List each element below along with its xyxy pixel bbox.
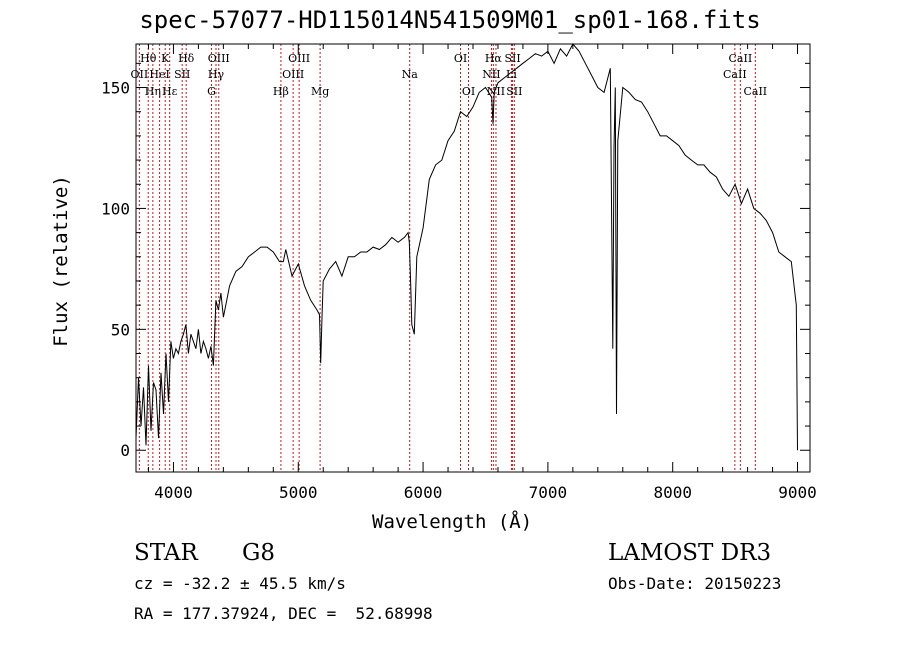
line-label-7: SII [174, 68, 190, 81]
x-axis-label: Wavelength (Å) [372, 511, 533, 533]
spectrum-line [135, 43, 798, 451]
x-tick-label: 9000 [778, 483, 817, 502]
x-tick-label: 8000 [653, 483, 692, 502]
x-tick-label: 5000 [279, 483, 318, 502]
line-label-16: OI [454, 52, 467, 65]
line-label-2: Hη [145, 85, 161, 98]
line-label-23: SII [506, 85, 522, 98]
line-label-10: G [207, 85, 216, 98]
y-tick-label: 100 [101, 199, 130, 218]
line-label-22: Li [506, 68, 517, 81]
line-label-0: Hθ [140, 52, 157, 65]
line-label-19: NII [482, 68, 500, 81]
y-tick-label: 0 [120, 441, 130, 460]
x-tick-label: 7000 [529, 483, 568, 502]
line-label-12: OIII [288, 52, 310, 65]
axis-ticks: 4000 5000 6000 7000 8000 9000 0 50 100 150 [101, 44, 817, 502]
line-label-5: Hε [162, 85, 178, 98]
y-tick-label: 150 [101, 79, 130, 98]
line-label-21: SII [504, 52, 520, 65]
line-label-1: OII [131, 68, 149, 81]
line-label-25: CaII [723, 68, 747, 81]
line-label-11: Hβ [273, 85, 289, 98]
spectral-line-labels: Hθ OII Hη K HeI Hε Hδ SII OIII Hγ G Hβ OIII OIII Mg Na O… [131, 52, 768, 98]
line-label-20: NII [487, 85, 505, 98]
line-label-6: Hδ [178, 52, 195, 65]
chart-title: spec-57077-HD115014N541509M01_sp01-168.f… [139, 6, 761, 34]
redshift-text: cz = -32.2 ± 45.5 km/s [134, 574, 346, 593]
line-label-24: CaII [729, 52, 753, 65]
line-label-15: Na [402, 68, 419, 81]
line-label-4: HeI [149, 68, 169, 81]
line-label-13: OIII [282, 68, 304, 81]
line-label-9: Hγ [208, 68, 225, 81]
line-label-17: OI [462, 85, 475, 98]
x-tick-label: 4000 [154, 483, 193, 502]
plot-frame [135, 43, 811, 473]
y-axis-label: Flux (relative) [50, 175, 72, 347]
line-label-3: K [161, 52, 170, 65]
spectral-line-markers [138, 44, 756, 472]
line-label-18: Hα [485, 52, 503, 65]
y-tick-label: 50 [111, 320, 130, 339]
line-label-14: Mg [311, 85, 329, 98]
line-label-8: OIII [208, 52, 230, 65]
radec-text: RA = 177.37924, DEC = 52.68998 [134, 604, 433, 623]
survey-name: LAMOST DR3 [608, 540, 772, 566]
obs-date: Obs-Date: 20150223 [608, 574, 782, 593]
line-label-26: CaII [743, 85, 767, 98]
x-tick-label: 6000 [404, 483, 443, 502]
object-class: STAR [134, 540, 198, 566]
object-subclass: G8 [242, 540, 276, 566]
